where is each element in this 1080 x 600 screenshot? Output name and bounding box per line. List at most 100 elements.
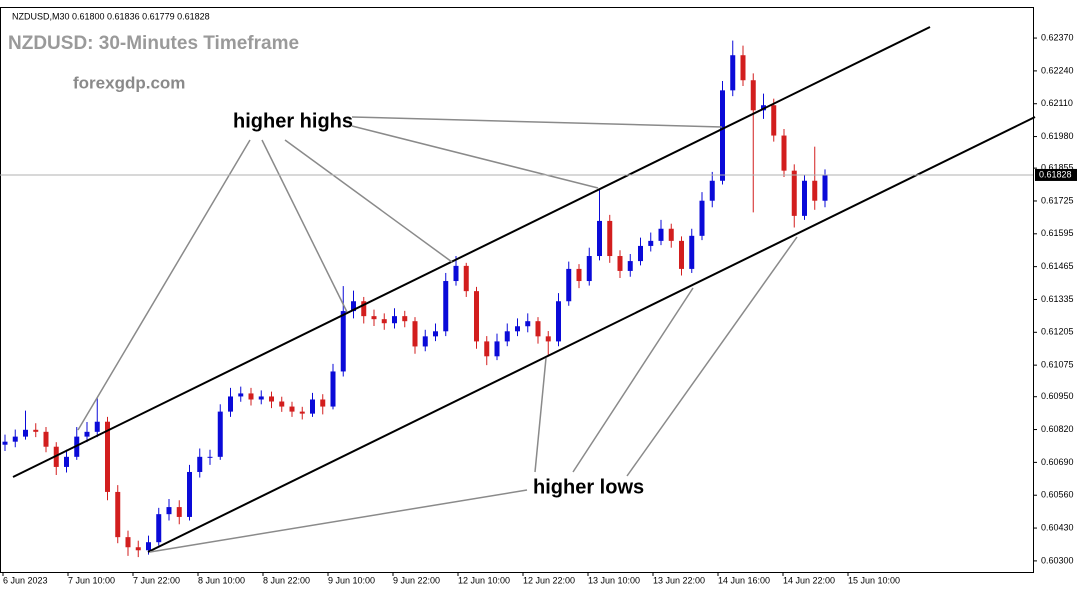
x-tick-label: 13 Jun 10:00 (588, 575, 640, 585)
annotation: higher lows (533, 476, 644, 498)
subtitle: forexgdp.com (73, 73, 185, 92)
candle-body (33, 429, 39, 432)
candle-body (699, 200, 705, 236)
candle-body (679, 240, 684, 269)
y-tick-label: 0.61205 (1041, 327, 1074, 337)
plot-frame (0, 7, 1034, 573)
candle-body (310, 399, 315, 414)
candle-body (504, 331, 510, 342)
y-tick-label: 0.60820 (1041, 424, 1074, 434)
candle-body (12, 436, 18, 442)
x-tick-label: 15 Jun 10:00 (848, 575, 900, 585)
y-tick-label: 0.62370 (1041, 32, 1074, 42)
candle-body (576, 268, 582, 282)
y-tick-label: 0.61075 (1041, 360, 1074, 370)
pointer (534, 357, 547, 473)
pointer (626, 236, 798, 477)
pointer (149, 489, 528, 553)
y-tick-label: 0.61725 (1041, 195, 1074, 205)
candle-body (648, 240, 654, 246)
x-tick-label: 8 Jun 22:00 (263, 575, 310, 585)
candle-body (279, 401, 285, 407)
candle-body (812, 180, 818, 201)
candle-body (422, 336, 428, 347)
candle-body (668, 228, 674, 241)
y-tick-label: 0.60300 (1041, 555, 1074, 565)
candle-body (720, 90, 725, 181)
candle-body (730, 55, 736, 91)
candle-body (586, 256, 592, 282)
candle-body (412, 321, 418, 347)
pointer (77, 139, 251, 431)
candle-body (238, 393, 244, 397)
candle-body (176, 507, 182, 517)
y-tick-label: 0.61335 (1041, 294, 1074, 304)
candle-body (340, 311, 346, 372)
candle-body (94, 421, 100, 432)
last-price-box (1035, 168, 1077, 181)
candle-body (484, 341, 490, 357)
candle-body (269, 396, 274, 402)
candle-body (207, 456, 213, 458)
candle-body (822, 174, 828, 201)
candle-body (617, 256, 623, 271)
candle-body (566, 268, 572, 302)
candle-body (217, 411, 223, 457)
annotation: higher highs (233, 110, 353, 132)
candle-body (740, 55, 746, 81)
x-tick-label: 14 Jun 22:00 (783, 575, 835, 585)
candle-body (463, 265, 469, 292)
candles (2, 40, 828, 558)
pointer (351, 125, 599, 189)
candle-body (146, 542, 151, 551)
candle-body (248, 393, 254, 400)
candle-body (351, 301, 356, 312)
candle-body (197, 456, 203, 472)
candle-body (105, 421, 110, 492)
x-tick-label: 8 Jun 10:00 (198, 575, 245, 585)
candle-body (453, 265, 459, 282)
y-tick-label: 0.60950 (1041, 391, 1074, 401)
pointer (572, 287, 694, 473)
candle-body (802, 180, 807, 216)
candle-body (750, 80, 756, 111)
candle-body (545, 336, 551, 342)
candle-body (392, 316, 397, 324)
pointer (261, 139, 348, 313)
candle-body (361, 301, 367, 317)
candle-body (443, 281, 449, 332)
candle-body (320, 399, 326, 407)
candle-body (771, 105, 777, 136)
candle-body (525, 321, 531, 327)
candle-body (2, 441, 8, 445)
candle-body (84, 431, 90, 437)
candle-body (597, 220, 602, 257)
candle-body (402, 316, 408, 322)
candle-body (607, 220, 613, 257)
x-tick-label: 14 Jun 16:00 (718, 575, 770, 585)
candle-body (125, 537, 131, 548)
candle-body (494, 341, 500, 357)
chart-title: NZDUSD: 30-Minutes Timeframe (8, 33, 299, 54)
x-tick-label: 7 Jun 22:00 (133, 575, 180, 585)
candle-body (658, 228, 664, 241)
candle-body (299, 411, 305, 414)
x-tick-label: 7 Jun 10:00 (68, 575, 115, 585)
x-tick-label: 12 Jun 10:00 (458, 575, 510, 585)
candle-body (115, 491, 121, 538)
candle-body (556, 301, 561, 342)
pointer (351, 116, 723, 128)
candle-body (23, 429, 28, 437)
candle-body (627, 261, 633, 271)
y-tick-label: 0.62110 (1041, 98, 1073, 108)
candle-body (474, 291, 479, 342)
candle-body (638, 245, 643, 262)
candle-body (433, 331, 438, 337)
y-tick-label: 0.60690 (1041, 457, 1074, 467)
channel-upper (12, 26, 931, 478)
x-tick-label: 9 Jun 10:00 (328, 575, 375, 585)
candle-body (330, 371, 336, 407)
candle-body (515, 326, 520, 332)
